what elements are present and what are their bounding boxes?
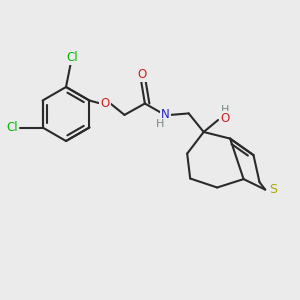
Text: O: O [137,68,146,81]
Text: H: H [220,105,229,115]
Text: H: H [156,119,164,130]
Text: Cl: Cl [6,121,17,134]
Text: O: O [100,97,109,110]
Text: S: S [269,183,277,196]
Text: Cl: Cl [66,51,78,64]
Text: O: O [220,112,229,125]
Text: N: N [161,108,170,122]
